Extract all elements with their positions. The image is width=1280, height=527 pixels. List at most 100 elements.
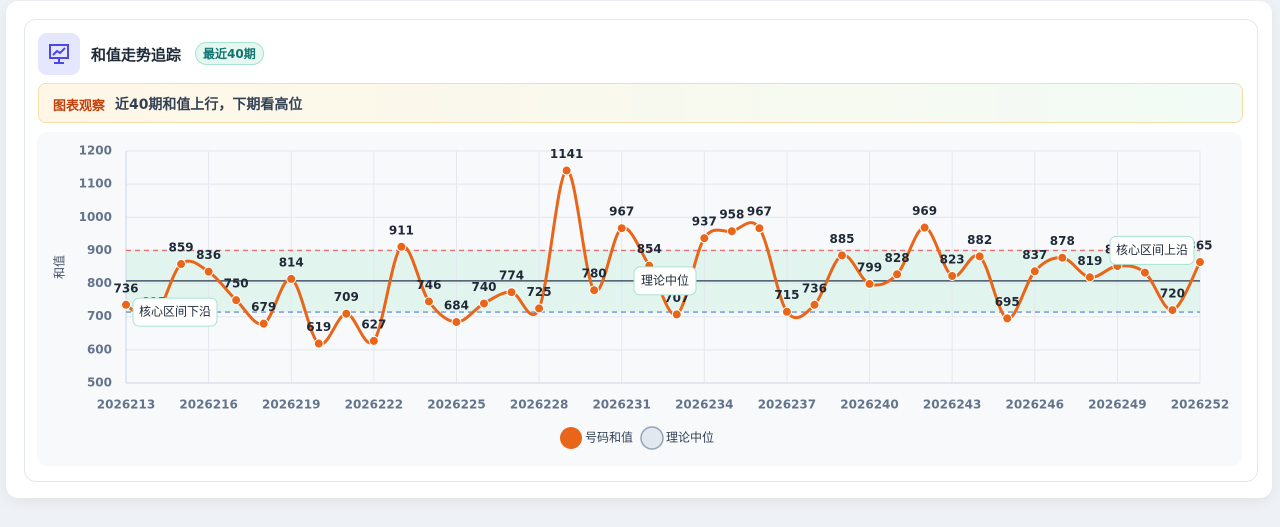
value-label: 736: [802, 281, 827, 295]
value-label: 882: [967, 233, 992, 247]
point: [1139, 267, 1150, 278]
point: [203, 266, 214, 277]
value-label: 854: [637, 242, 662, 256]
y-tick-label: 600: [87, 342, 112, 356]
point: [561, 165, 572, 176]
point: [699, 233, 710, 244]
value-label: 837: [1022, 248, 1047, 262]
value-label: 885: [829, 232, 854, 246]
y-tick-label: 1200: [79, 144, 112, 158]
point: [1167, 305, 1178, 316]
y-tick-label: 1000: [79, 210, 112, 224]
value-label: 911: [389, 223, 414, 237]
point: [121, 299, 131, 310]
x-tick-label: 2026216: [179, 398, 237, 412]
point: [451, 317, 462, 328]
value-label: 819: [1077, 254, 1102, 268]
point: [616, 223, 627, 234]
value-label: 836: [196, 248, 221, 262]
point: [313, 338, 324, 349]
value-label: 859: [169, 241, 194, 255]
title: 和值走势追踪: [91, 46, 182, 64]
annotation-label: 核心区间上沿: [1116, 243, 1188, 257]
value-label: 937: [692, 215, 717, 229]
point: [892, 269, 903, 280]
value-label: 958: [719, 208, 744, 222]
value-label: 780: [582, 267, 607, 281]
icon-graphic: [49, 44, 69, 64]
x-tick-label: 2026252: [1171, 398, 1229, 412]
point: [754, 223, 765, 234]
x-tick-label: 2026213: [97, 398, 155, 412]
value-label: 969: [912, 204, 937, 218]
x-tick-label: 2026243: [923, 398, 981, 412]
value-label: 1141: [550, 147, 583, 161]
point: [947, 270, 958, 281]
point: [534, 303, 545, 314]
annotation-box: [633, 266, 697, 296]
point: [1057, 252, 1068, 263]
value-label: 828: [885, 251, 910, 265]
value-label: 725: [527, 285, 552, 299]
point: [176, 259, 187, 270]
point: [368, 335, 379, 346]
value-label: 746: [416, 278, 441, 292]
value-label: 814: [279, 255, 304, 269]
point: [671, 309, 682, 320]
y-axis-label: 和值: [52, 255, 67, 279]
value-label: 684: [444, 299, 469, 313]
value-label: 967: [609, 205, 634, 219]
point: [1084, 272, 1095, 283]
value-label: 967: [747, 205, 772, 219]
point: [341, 308, 352, 319]
x-tick-label: 2026231: [592, 398, 650, 412]
x-tick-label: 2026246: [1006, 398, 1064, 412]
annotation-label: 理论中位: [641, 272, 689, 287]
x-tick-label: 2026225: [427, 398, 485, 412]
point: [919, 222, 930, 233]
point: [1195, 257, 1205, 268]
point: [423, 296, 434, 307]
value-label: 679: [251, 300, 276, 314]
point: [837, 250, 847, 261]
point: [258, 318, 269, 329]
x-tick-label: 2026228: [510, 398, 568, 412]
point: [286, 273, 297, 284]
x-tick-label: 2026222: [345, 398, 403, 412]
annotation-box: [132, 297, 218, 327]
point: [479, 298, 489, 309]
value-label: 740: [471, 280, 496, 294]
notice: 图表观察 近40期和值上行，下期看高位: [38, 83, 1243, 123]
y-tick-label: 1100: [79, 177, 112, 191]
value-label: 619: [306, 320, 331, 334]
point: [506, 287, 517, 298]
value-label: 736: [113, 281, 138, 295]
x-tick-label: 2026249: [1088, 398, 1146, 412]
point: [396, 241, 407, 252]
x-tick-label: 2026219: [262, 398, 320, 412]
icon: [38, 33, 80, 75]
y-tick-label: 700: [87, 309, 112, 323]
point: [864, 278, 875, 289]
point: [726, 226, 737, 237]
value-label: 750: [224, 277, 249, 291]
badge: 最近40期: [195, 42, 264, 65]
point: [589, 285, 600, 296]
y-tick-label: 900: [87, 243, 112, 257]
notice-tag: 图表观察: [53, 99, 106, 114]
annotation-label: 核心区间下沿: [139, 305, 211, 319]
point: [781, 306, 792, 317]
value-label: 709: [334, 290, 359, 304]
y-tick-label: 800: [87, 276, 112, 290]
value-label: 878: [1050, 234, 1075, 248]
x-tick-label: 2026237: [758, 398, 816, 412]
legend-swatch: [640, 426, 664, 450]
x-tick-label: 2026240: [840, 398, 898, 412]
point: [1002, 313, 1013, 324]
point: [974, 251, 985, 262]
point: [231, 295, 242, 306]
value-label: 774: [499, 269, 524, 283]
y-tick-label: 500: [87, 376, 112, 390]
